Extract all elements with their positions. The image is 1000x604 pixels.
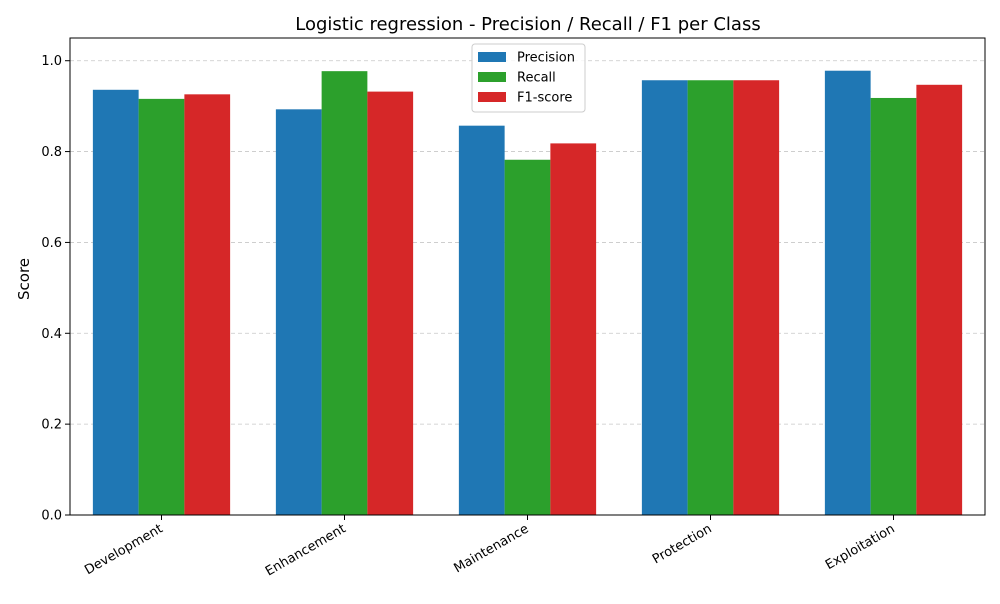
y-tick-label: 0.0	[41, 509, 62, 524]
y-tick-label: 1.0	[41, 54, 62, 69]
chart-title: Logistic regression - Precision / Recall…	[295, 14, 760, 35]
x-tick-label: Exploitation	[823, 521, 897, 573]
x-tick-label: Maintenance	[451, 521, 531, 576]
legend-swatch	[478, 92, 506, 102]
bar-precision-enhancement	[275, 109, 322, 515]
plot-frame	[69, 37, 986, 516]
bar-recall-maintenance	[504, 159, 551, 515]
y-axis-label: Score	[15, 258, 33, 300]
bar-recall-enhancement	[321, 71, 368, 516]
y-tick-label: 0.4	[41, 327, 62, 342]
legend-label: F1-score	[517, 91, 572, 106]
bar-precision-protection	[641, 80, 688, 516]
y-tick-label: 0.6	[41, 236, 62, 251]
bar-f1-score-development	[184, 94, 231, 516]
x-tick-label: Protection	[650, 521, 714, 567]
legend-swatch	[478, 72, 506, 82]
x-tick-label: Enhancement	[263, 521, 348, 579]
y-tick-label: 0.8	[41, 145, 62, 160]
bar-recall-protection	[687, 80, 734, 516]
x-tick-label: Development	[82, 521, 165, 578]
legend-label: Precision	[517, 51, 575, 66]
bar-precision-development	[92, 89, 139, 515]
legend-label: Recall	[517, 71, 556, 86]
bars	[92, 70, 963, 516]
bar-recall-exploitation	[870, 97, 917, 516]
bar-f1-score-exploitation	[916, 84, 963, 515]
legend-swatch	[478, 52, 506, 62]
bar-precision-exploitation	[824, 70, 871, 516]
legend: Precision Recall F1-score	[471, 43, 586, 113]
bar-f1-score-protection	[733, 80, 780, 516]
bar-f1-score-enhancement	[367, 91, 414, 515]
bar-precision-maintenance	[458, 125, 505, 516]
bar-f1-score-maintenance	[550, 143, 597, 515]
y-tick-label: 0.2	[41, 418, 62, 433]
bar-recall-development	[138, 98, 185, 516]
